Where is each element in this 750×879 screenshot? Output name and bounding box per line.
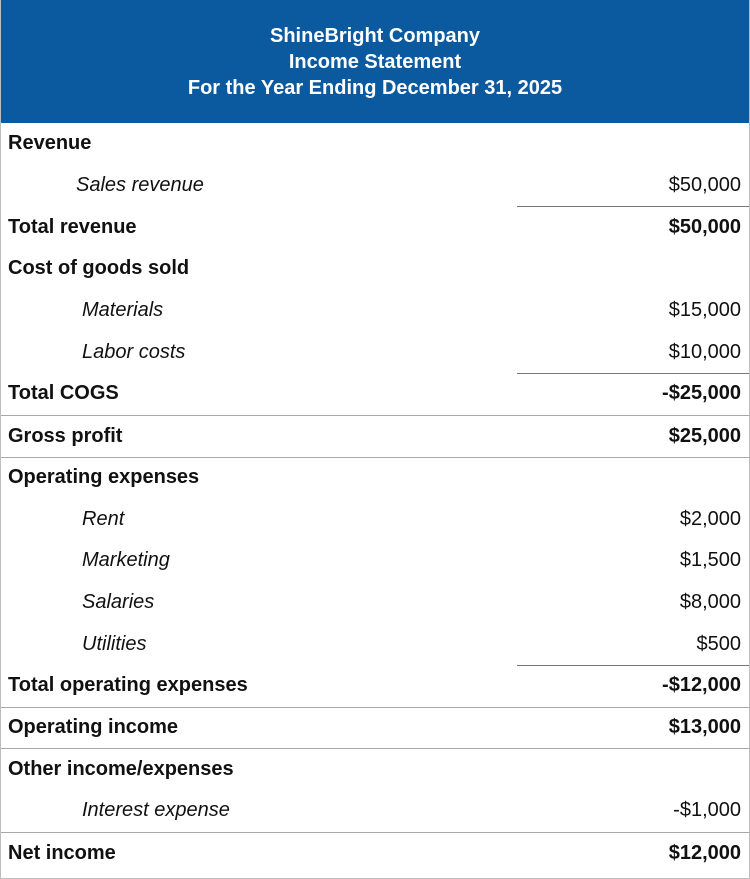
row-amount: $2,000 bbox=[679, 507, 741, 530]
row-amount: $13,000 bbox=[668, 716, 741, 739]
row-total-revenue: Total revenue $50,000 bbox=[1, 206, 749, 248]
row-label: Total COGS bbox=[8, 382, 119, 405]
row-operating-income: Operating income $13,000 bbox=[1, 706, 749, 749]
statement-header: ShineBright Company Income Statement For… bbox=[1, 0, 749, 123]
row-amount: $500 bbox=[696, 632, 742, 655]
row-operating-expenses: Operating expenses bbox=[1, 456, 749, 499]
row-total-cogs: Total COGS -$25,000 bbox=[1, 373, 749, 415]
row-materials: Materials $15,000 bbox=[1, 290, 749, 332]
row-amount: -$1,000 bbox=[673, 799, 741, 822]
statement-title: Income Statement bbox=[288, 51, 462, 73]
row-label: Cost of goods sold bbox=[8, 257, 190, 280]
row-label: Total revenue bbox=[8, 215, 137, 238]
row-amount: -$12,000 bbox=[662, 674, 741, 697]
row-label: Gross profit bbox=[8, 424, 123, 447]
row-interest-expense: Interest expense -$1,000 bbox=[1, 790, 749, 832]
row-salaries: Salaries $8,000 bbox=[1, 582, 749, 624]
row-label: Operating income bbox=[8, 716, 179, 739]
row-amount: $15,000 bbox=[668, 299, 741, 322]
row-amount: $12,000 bbox=[668, 841, 741, 864]
row-amount: $8,000 bbox=[679, 590, 741, 613]
row-labor-costs: Labor costs $10,000 bbox=[1, 331, 749, 373]
row-label: Interest expense bbox=[82, 799, 230, 822]
row-label: Net income bbox=[8, 841, 116, 864]
row-label: Marketing bbox=[82, 549, 170, 572]
row-gross-profit: Gross profit $25,000 bbox=[1, 414, 749, 457]
row-label: Other income/expenses bbox=[8, 758, 234, 781]
row-label: Total operating expenses bbox=[8, 674, 248, 697]
row-label: Materials bbox=[82, 299, 164, 322]
row-amount: $50,000 bbox=[668, 174, 741, 197]
row-amount: $25,000 bbox=[668, 424, 741, 447]
row-label: Labor costs bbox=[82, 340, 186, 363]
row-label: Salaries bbox=[82, 590, 155, 613]
row-utilities: Utilities $500 bbox=[1, 623, 749, 665]
row-amount: $1,500 bbox=[679, 549, 741, 572]
row-revenue: Revenue bbox=[1, 123, 749, 165]
row-label: Rent bbox=[82, 507, 125, 530]
row-marketing: Marketing $1,500 bbox=[1, 540, 749, 582]
row-total-operating-expenses: Total operating expenses -$12,000 bbox=[1, 664, 749, 707]
row-amount: $50,000 bbox=[668, 215, 741, 238]
row-rent: Rent $2,000 bbox=[1, 498, 749, 540]
row-amount: -$25,000 bbox=[662, 382, 741, 405]
statement-period: For the Year Ending December 31, 2025 bbox=[187, 77, 563, 99]
row-amount: $10,000 bbox=[668, 340, 741, 363]
row-sales-revenue: Sales revenue $50,000 bbox=[1, 165, 749, 207]
row-label: Utilities bbox=[82, 632, 147, 655]
company-name: ShineBright Company bbox=[269, 25, 480, 47]
row-net-income: Net income $12,000 bbox=[1, 831, 749, 874]
row-label: Operating expenses bbox=[8, 466, 200, 489]
statement-rows: Revenue Sales revenue $50,000 Total reve… bbox=[1, 123, 749, 873]
row-cost-of-goods-sold: Cost of goods sold bbox=[1, 248, 749, 290]
row-label: Sales revenue bbox=[76, 174, 204, 197]
row-label: Revenue bbox=[8, 132, 92, 155]
row-other-income-expenses: Other income/expenses bbox=[1, 748, 749, 790]
